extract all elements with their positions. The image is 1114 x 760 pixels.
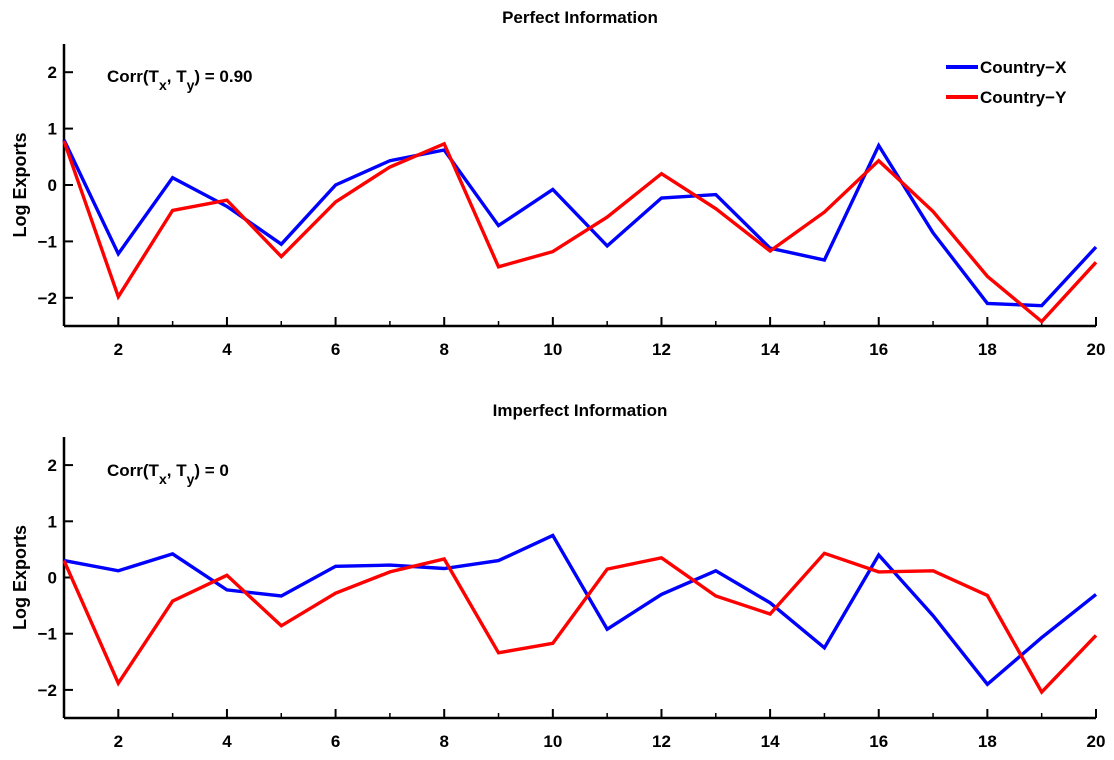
x-tick-label: 10	[543, 340, 562, 359]
chart-title: Perfect Information	[502, 8, 658, 27]
y-tick-label: 1	[48, 512, 57, 531]
series-line-country-y	[62, 140, 1098, 324]
series-line-country-y	[62, 551, 1098, 695]
x-tick-label: 2	[114, 340, 123, 359]
x-tick-label: 6	[331, 340, 340, 359]
y-tick-label: 2	[48, 456, 57, 475]
x-tick-label: 12	[652, 340, 671, 359]
y-axis-label: Log Exports	[10, 525, 30, 630]
x-tick-label: 8	[439, 340, 448, 359]
x-tick-label: 4	[222, 340, 232, 359]
legend-label: Country−Y	[980, 88, 1067, 107]
chart-title: Imperfect Information	[493, 401, 668, 420]
x-tick-label: 12	[652, 732, 671, 751]
y-axis-label: Log Exports	[10, 132, 30, 237]
y-tick-label: −1	[38, 232, 57, 251]
y-tick-label: −2	[38, 681, 57, 700]
y-tick-label: 1	[48, 120, 57, 139]
x-tick-label: 8	[439, 732, 448, 751]
x-tick-label: 2	[114, 732, 123, 751]
correlation-annotation: Corr(Tx, Ty) = 0	[107, 461, 229, 487]
x-tick-label: 18	[978, 732, 997, 751]
y-tick-label: −1	[38, 625, 57, 644]
series-line-country-x	[63, 533, 1098, 687]
series-line-country-x	[62, 139, 1098, 308]
x-tick-label: 18	[978, 340, 997, 359]
legend: Country−X Country−Y	[946, 58, 1067, 107]
x-tick-label: 14	[761, 732, 780, 751]
correlation-annotation: Corr(Tx, Ty) = 0.90	[107, 67, 253, 93]
legend-label: Country−X	[980, 58, 1067, 77]
x-tick-label: 4	[222, 732, 232, 751]
x-tick-label: 10	[543, 732, 562, 751]
y-tick-label: 0	[48, 176, 57, 195]
y-tick-label: −2	[38, 289, 57, 308]
x-tick-label: 16	[869, 340, 888, 359]
x-tick-label: 20	[1087, 732, 1106, 751]
y-tick-label: 2	[48, 63, 57, 82]
x-tick-label: 16	[869, 732, 888, 751]
x-tick-label: 20	[1087, 340, 1106, 359]
x-tick-label: 14	[761, 340, 780, 359]
x-tick-label: 6	[331, 732, 340, 751]
y-tick-label: 0	[48, 569, 57, 588]
